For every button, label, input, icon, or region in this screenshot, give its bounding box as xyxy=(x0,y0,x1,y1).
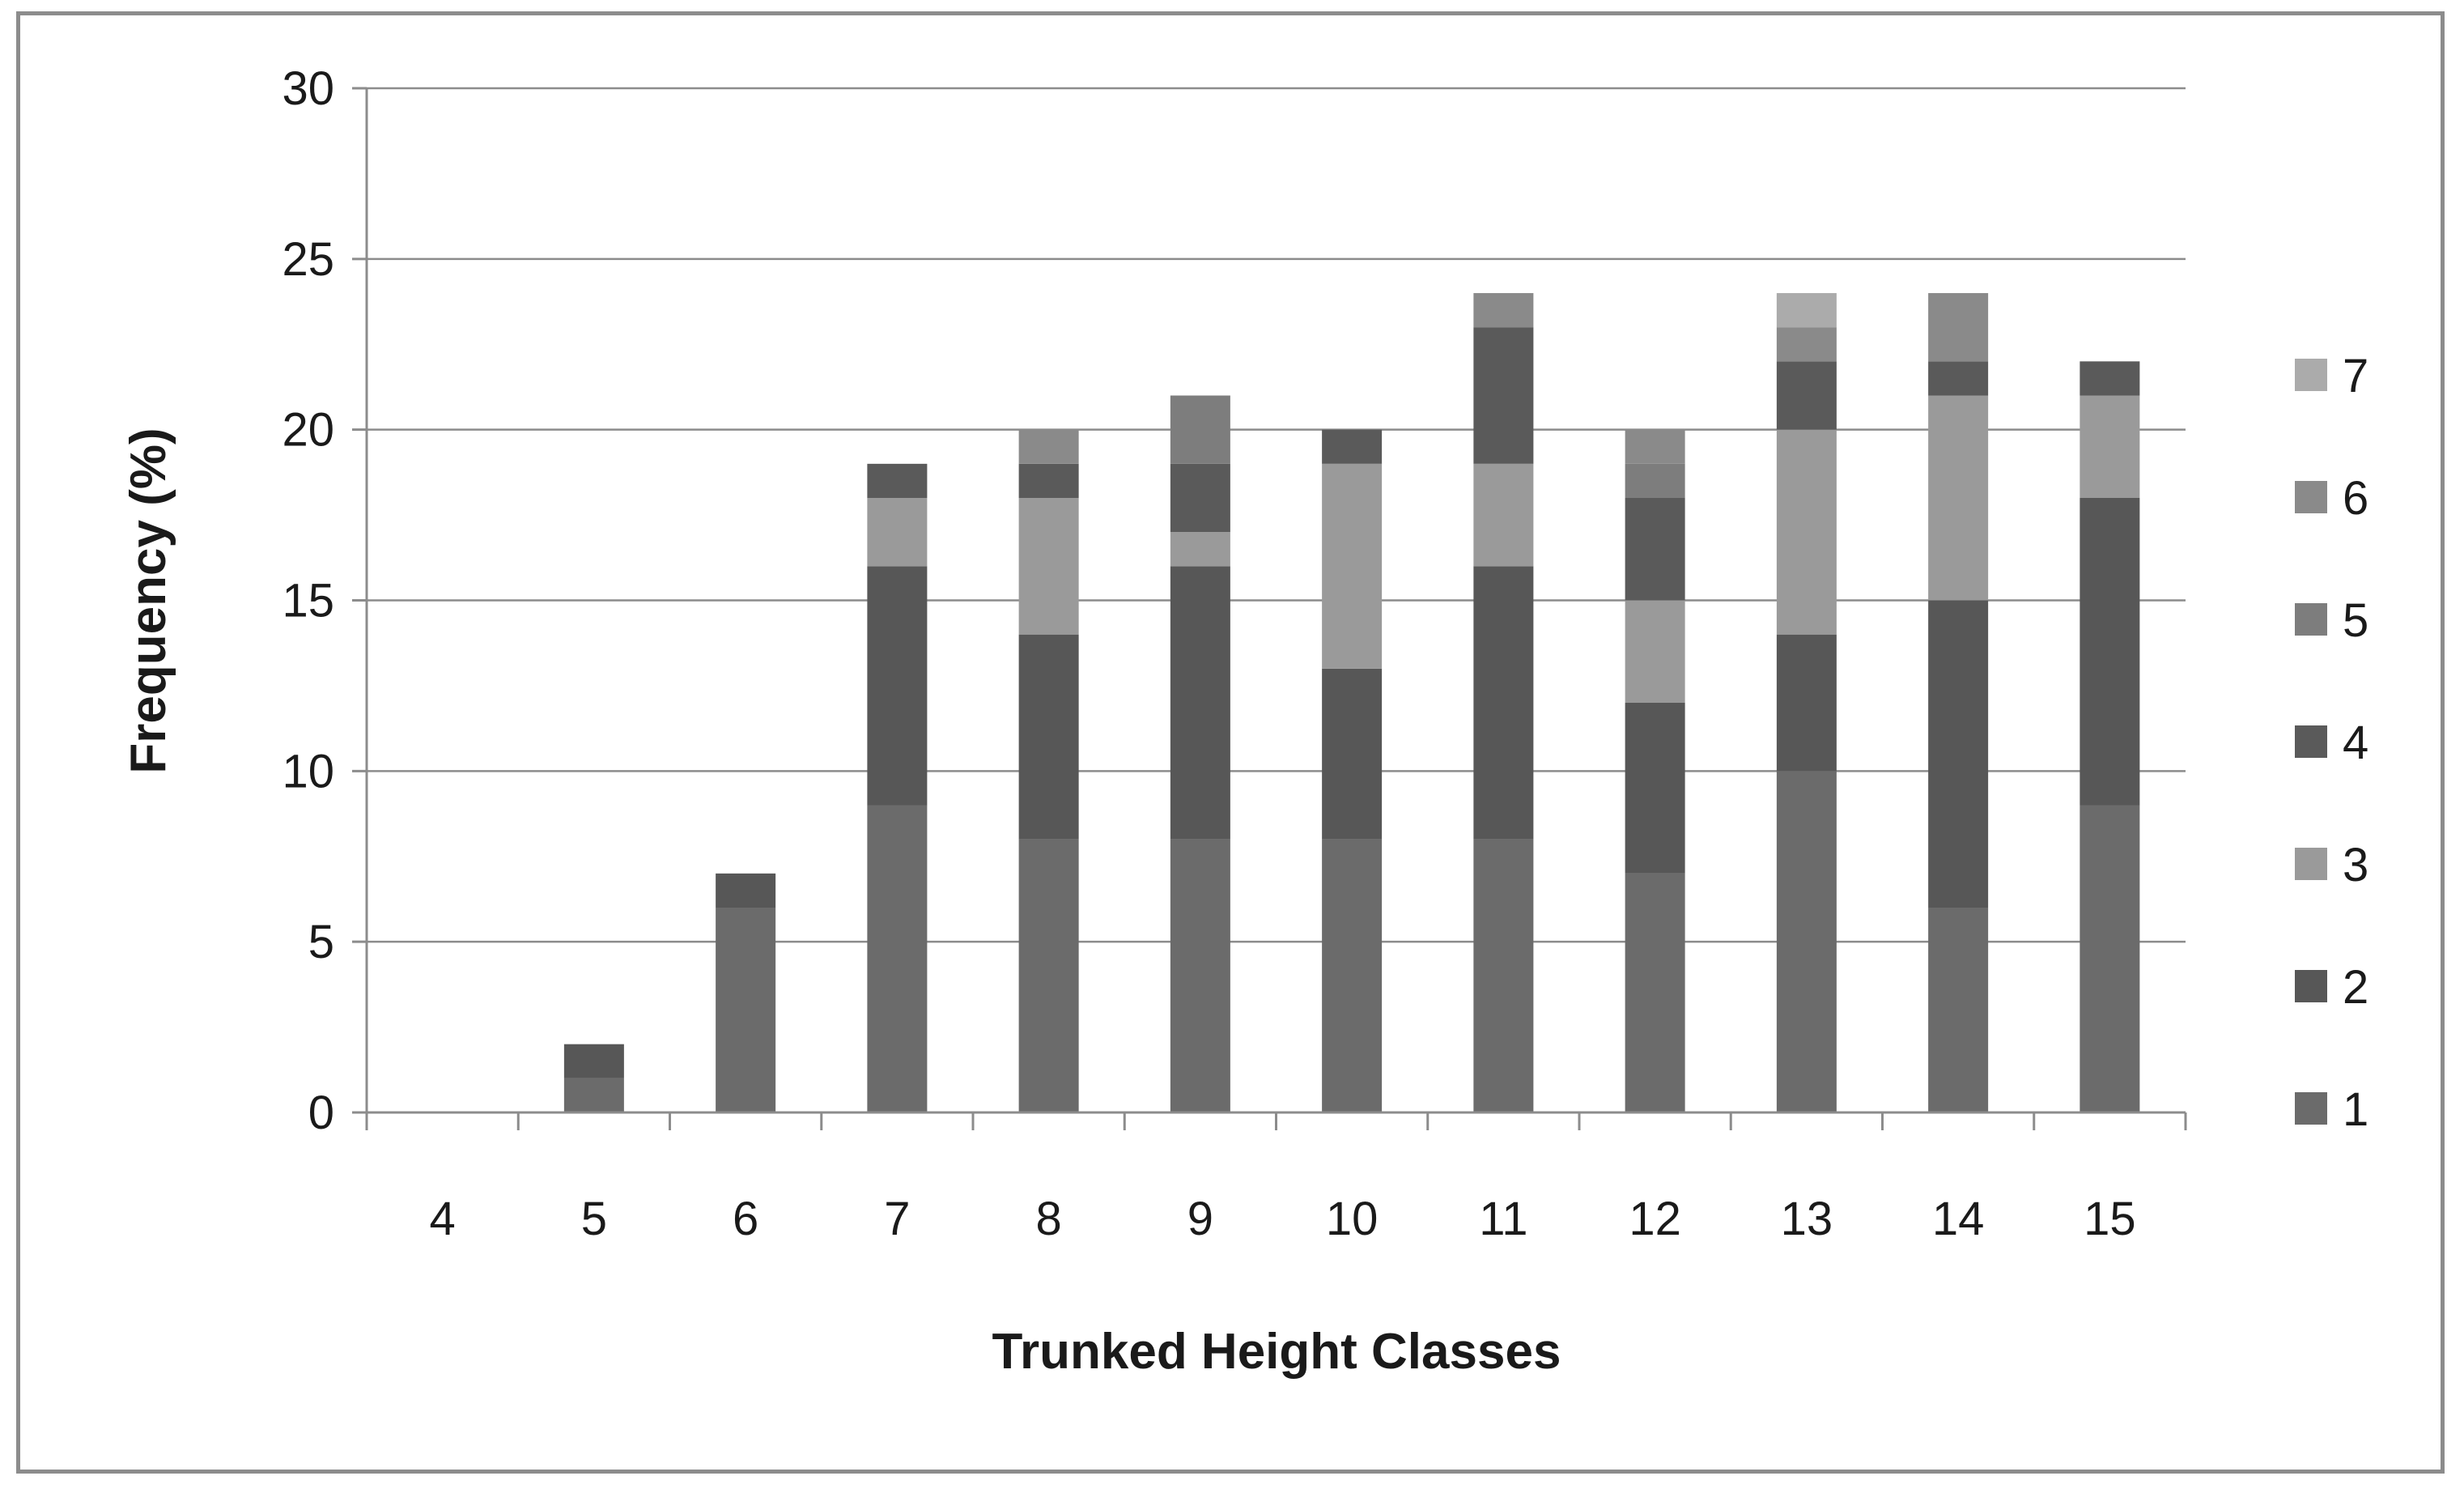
bar-segment-4-10 xyxy=(1322,429,1383,464)
bar-segment-4-12 xyxy=(1625,498,1685,601)
bar-segment-2-15 xyxy=(2080,498,2140,806)
bar-segment-4-11 xyxy=(1473,327,1534,464)
bar-segment-4-14 xyxy=(1928,361,1989,396)
bar-segment-1-7 xyxy=(867,805,928,1112)
legend-swatch-4 xyxy=(2295,725,2327,758)
bar-segment-3-9 xyxy=(1170,532,1230,567)
bar-segment-6-14 xyxy=(1928,293,1989,362)
bar-segment-2-13 xyxy=(1776,634,1837,772)
legend-swatch-7 xyxy=(2295,359,2327,391)
y-tick-label: 0 xyxy=(308,1087,334,1139)
bar-segment-1-15 xyxy=(2080,805,2140,1112)
y-tick-label: 5 xyxy=(308,916,334,968)
y-tick-labels: 0 5 10 15 20 25 30 xyxy=(282,62,334,1139)
bar-segment-3-13 xyxy=(1776,429,1837,635)
x-tick-label: 7 xyxy=(884,1193,910,1245)
legend-swatch-3 xyxy=(2295,848,2327,880)
x-tick-label: 12 xyxy=(1629,1193,1681,1245)
bar-segment-4-9 xyxy=(1170,463,1230,533)
bar-segment-3-12 xyxy=(1625,600,1685,703)
bar-segment-1-6 xyxy=(716,908,776,1112)
chart-frame xyxy=(16,11,2445,1474)
x-tick-label: 13 xyxy=(1781,1193,1833,1245)
x-tick-label: 9 xyxy=(1187,1193,1213,1245)
gridlines xyxy=(352,87,2187,1130)
legend-label-3: 3 xyxy=(2343,839,2368,891)
bar-segment-4-8 xyxy=(1018,463,1079,498)
bar-segment-1-14 xyxy=(1928,908,1989,1112)
bar-segment-1-8 xyxy=(1018,839,1079,1112)
x-tick-label: 10 xyxy=(1326,1193,1379,1245)
x-tick-label: 15 xyxy=(2084,1193,2136,1245)
y-tick-label: 30 xyxy=(282,62,334,115)
x-axis-title: Trunked Height Classes xyxy=(992,1324,1561,1380)
bar-segment-3-14 xyxy=(1928,395,1989,601)
y-axis-title: Frequency (%) xyxy=(121,427,176,773)
legend-swatch-5 xyxy=(2295,603,2327,636)
bar-segment-6-8 xyxy=(1018,429,1079,464)
bar-segment-1-9 xyxy=(1170,839,1230,1112)
bars xyxy=(563,293,2140,1112)
legend-swatch-1 xyxy=(2295,1092,2327,1125)
bar-segment-2-10 xyxy=(1322,668,1383,840)
bar-segment-3-15 xyxy=(2080,395,2140,498)
bar-segment-3-10 xyxy=(1322,463,1383,669)
bar-segment-4-13 xyxy=(1776,361,1837,430)
bar-segment-6-11 xyxy=(1473,293,1534,328)
bar-segment-2-7 xyxy=(867,566,928,806)
bar-segment-2-11 xyxy=(1473,566,1534,840)
x-tick-label: 6 xyxy=(733,1193,758,1245)
bar-segment-3-8 xyxy=(1018,498,1079,635)
bar-segment-1-10 xyxy=(1322,839,1383,1112)
legend-label-4: 4 xyxy=(2343,717,2368,769)
legend-swatch-6 xyxy=(2295,481,2327,513)
y-tick-label: 10 xyxy=(282,745,334,798)
x-tick-label: 11 xyxy=(1479,1193,1527,1245)
bar-segment-4-7 xyxy=(867,463,928,498)
legend-label-6: 6 xyxy=(2343,472,2368,525)
bar-segment-2-8 xyxy=(1018,634,1079,840)
legend-swatch-2 xyxy=(2295,970,2327,1002)
bar-segment-5-9 xyxy=(1170,395,1230,464)
bar-segment-6-12 xyxy=(1625,429,1685,464)
x-tick-label: 4 xyxy=(429,1193,455,1245)
bar-segment-7-13 xyxy=(1776,293,1837,328)
x-tick-label: 5 xyxy=(581,1193,607,1245)
legend-label-5: 5 xyxy=(2343,594,2368,647)
legend-label-1: 1 xyxy=(2343,1083,2368,1136)
x-tick-label: 8 xyxy=(1035,1193,1061,1245)
bar-segment-2-6 xyxy=(716,873,776,908)
x-tick-labels: 4 5 6 7 8 9 10 11 12 13 14 15 xyxy=(429,1193,2135,1245)
bar-segment-3-11 xyxy=(1473,463,1534,567)
x-tick-label: 14 xyxy=(1932,1193,1985,1245)
bar-segment-1-12 xyxy=(1625,873,1685,1112)
bar-segment-2-5 xyxy=(563,1044,624,1078)
axes xyxy=(365,88,2186,1114)
y-tick-label: 15 xyxy=(282,575,334,627)
bar-segment-4-15 xyxy=(2080,361,2140,396)
y-tick-label: 20 xyxy=(282,404,334,457)
bar-segment-1-13 xyxy=(1776,771,1837,1112)
bar-segment-6-13 xyxy=(1776,327,1837,362)
bar-segment-5-12 xyxy=(1625,463,1685,498)
bar-segment-2-12 xyxy=(1625,703,1685,874)
bar-segment-3-7 xyxy=(867,498,928,567)
legend-label-7: 7 xyxy=(2343,350,2368,402)
bar-segment-2-14 xyxy=(1928,600,1989,908)
bar-segment-1-11 xyxy=(1473,839,1534,1112)
bar-segment-2-9 xyxy=(1170,566,1230,840)
legend-label-2: 2 xyxy=(2343,961,2368,1014)
bar-segment-1-5 xyxy=(563,1078,624,1112)
y-tick-label: 25 xyxy=(282,233,334,286)
legend: 7 6 5 4 3 2 1 xyxy=(2295,350,2368,1136)
